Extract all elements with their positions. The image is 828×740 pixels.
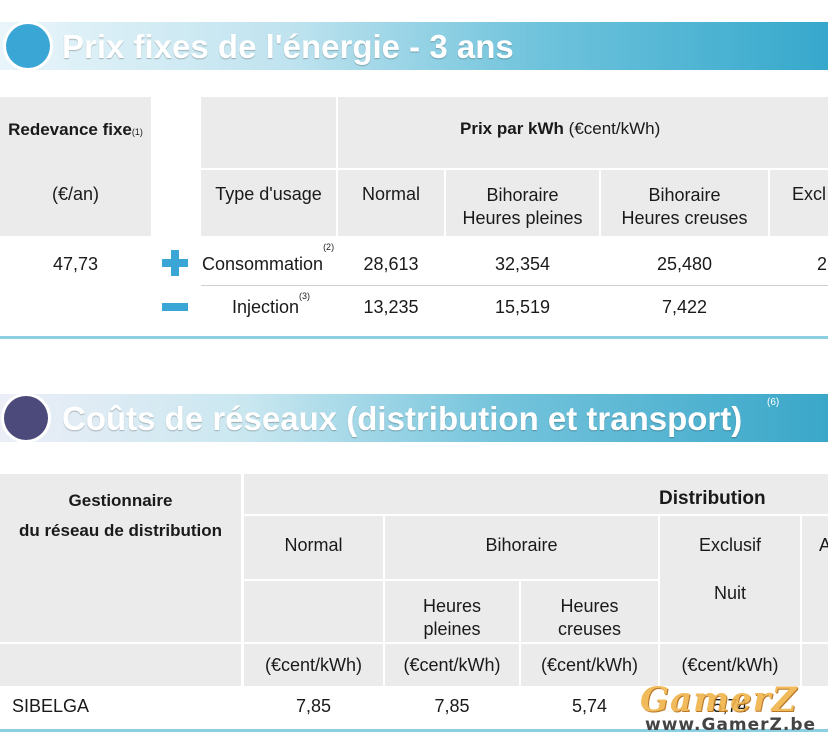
- sub-nuit: Nuit: [713, 583, 746, 603]
- col-excl: Excl: [792, 184, 827, 204]
- cell-peak: 7,85: [434, 696, 470, 716]
- section-header-bar: [0, 394, 828, 442]
- table-divider: [383, 514, 385, 686]
- minus-icon: [162, 303, 188, 311]
- col-cut: A: [819, 535, 828, 555]
- table-divider: [244, 514, 828, 516]
- header-divider: [336, 170, 338, 236]
- col-exclusif: Exclusif: [698, 535, 761, 555]
- distribution-header: Distribution: [659, 488, 766, 509]
- section-title: Coûts de réseaux (distribution et transp…: [62, 400, 743, 437]
- col-bihoraire: Bihoraire: [485, 535, 558, 555]
- fee-header-cell: [0, 97, 151, 236]
- table-divider: [519, 579, 521, 686]
- table-divider: [0, 642, 828, 644]
- table-divider: [244, 579, 383, 581]
- header-divider: [444, 170, 446, 236]
- section-title: Prix fixes de l'énergie - 3 ans: [62, 28, 514, 65]
- fee-value: 47,73: [52, 254, 99, 274]
- table-divider: [800, 514, 802, 686]
- cell-peak: 32,354: [494, 254, 551, 274]
- header-divider: [201, 168, 828, 170]
- unit-peak: (€cent/kWh): [403, 655, 501, 675]
- row-label: Consommation(2): [202, 242, 335, 274]
- price-header: Prix par kWh (€cent/kWh): [460, 119, 661, 138]
- section-header-bar: [0, 22, 828, 70]
- header-divider: [599, 170, 601, 236]
- cell-excl: 2: [817, 254, 828, 274]
- row-label: Injection(3): [232, 291, 311, 317]
- unit-excl: (€cent/kWh): [681, 655, 779, 675]
- section-bottom-rule: [0, 729, 828, 732]
- manager-header: Gestionnaire du réseau de distribution: [18, 491, 223, 540]
- col-normal: Normal: [284, 535, 343, 555]
- unit-normal: (€cent/kWh): [264, 655, 363, 675]
- cell-offpeak: 7,422: [661, 297, 708, 317]
- watermark-url: www.GamerZ.be: [645, 715, 817, 735]
- sub-offpeak: Heures creuses: [557, 596, 622, 639]
- fee-unit: (€/an): [51, 184, 100, 204]
- cell-normal: 13,235: [363, 297, 419, 317]
- cell-offpeak: 25,480: [656, 254, 713, 274]
- row-divider: [201, 285, 828, 286]
- col-bih-peak: Bihoraire Heures pleines: [462, 185, 583, 228]
- col-type: Type d'usage: [215, 184, 322, 204]
- manager-name: SIBELGA: [12, 696, 90, 716]
- col-bih-off: Bihoraire Heures creuses: [621, 185, 748, 228]
- cell-normal: 7,85: [295, 696, 332, 716]
- section-bullet-icon: [6, 24, 50, 68]
- section-bullet-icon: [4, 396, 48, 440]
- title-note: (6): [767, 397, 780, 408]
- header-divider: [336, 97, 338, 168]
- fee-label: Redevance fixe(1): [8, 120, 143, 139]
- table-divider: [241, 474, 244, 686]
- cell-normal: 28,613: [363, 254, 419, 274]
- unit-offpeak: (€cent/kWh): [540, 655, 639, 675]
- cell-offpeak: 5,74: [571, 696, 608, 716]
- table-divider: [385, 579, 658, 581]
- header-divider: [768, 170, 770, 236]
- section-bottom-rule: [0, 336, 828, 339]
- price-header-cell: [201, 97, 828, 236]
- sub-peak: Heures pleines: [422, 596, 482, 639]
- watermark-logo: GamerZ: [640, 680, 798, 720]
- cell-excl: 5,74: [712, 696, 748, 716]
- table-divider: [658, 514, 660, 686]
- col-normal: Normal: [361, 184, 420, 204]
- cell-peak: 15,519: [494, 297, 551, 317]
